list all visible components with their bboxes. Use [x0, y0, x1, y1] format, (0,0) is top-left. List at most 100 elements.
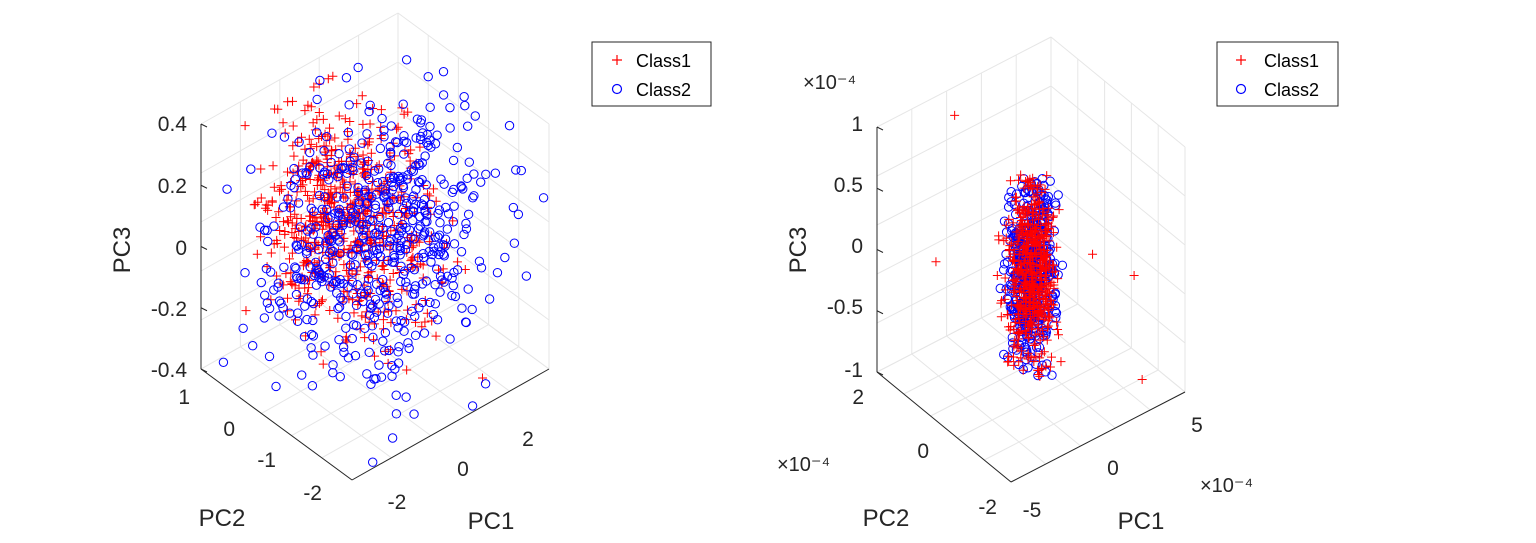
class2-point [449, 201, 459, 211]
right-x-exponent: ×10⁻⁴ [1200, 475, 1253, 497]
class1-point [399, 109, 409, 119]
right-z-tick-label: 0 [851, 235, 863, 258]
class2-point [290, 174, 301, 184]
class1-point [342, 287, 352, 297]
class2-point [462, 121, 473, 131]
class1-point [287, 228, 297, 238]
class2-point [312, 94, 322, 105]
class2-point [430, 139, 441, 149]
class2-point [452, 142, 463, 153]
class2-point [371, 189, 382, 199]
left-y-tick-labels: 1 0 -1 -2 [178, 386, 322, 505]
class1-point [364, 200, 374, 210]
class2-point [394, 230, 404, 241]
class2-point [399, 149, 409, 159]
class2-point [353, 205, 363, 215]
class1-point [1052, 242, 1062, 252]
right-legend-class2-marker [1235, 83, 1247, 95]
grid-line [930, 325, 1105, 417]
left-y-tick-label: 0 [223, 418, 235, 441]
class2-point [307, 381, 318, 391]
class1-point [1050, 266, 1060, 276]
class2-point [373, 230, 384, 240]
class2-point [406, 165, 417, 175]
class2-point [412, 114, 423, 124]
class2-point [377, 113, 387, 124]
class2-point [513, 209, 524, 220]
class2-point [315, 163, 325, 173]
class1-point [1033, 324, 1043, 334]
class2-point [360, 185, 370, 195]
class2-point [343, 127, 354, 138]
right-x-tick-label: 5 [1191, 414, 1203, 437]
class2-point [409, 409, 419, 419]
class1-point [1045, 312, 1055, 322]
y-axis-line [876, 371, 1012, 483]
left-y-tick-label: 1 [178, 386, 190, 409]
class1-point [1017, 264, 1027, 274]
class1-point [1039, 315, 1049, 325]
class2-point [350, 350, 361, 361]
class2-point [435, 287, 445, 297]
class1-point [1036, 250, 1046, 260]
class2-point [295, 273, 305, 283]
class2-point [351, 320, 362, 331]
class1-point [1036, 267, 1046, 277]
class1-point [1045, 362, 1055, 372]
left-x-tick-labels: 2 0 -2 [388, 428, 534, 514]
class1-point [1041, 294, 1051, 304]
grid-line [1050, 183, 1186, 295]
class2-point [328, 360, 338, 370]
class1-point [1037, 281, 1047, 291]
class2-point [393, 171, 404, 182]
class1-point [1029, 357, 1039, 367]
class1-point [1047, 277, 1057, 287]
class1-point [1035, 227, 1045, 237]
class1-point [1018, 365, 1028, 375]
class1-point [1008, 276, 1018, 286]
class1-point [1025, 221, 1035, 231]
class2-point [351, 300, 362, 311]
class1-point [280, 229, 290, 239]
class1-point [392, 225, 402, 235]
class2-point [345, 218, 355, 229]
class1-point [241, 306, 251, 316]
class1-point [1029, 269, 1039, 279]
right-legend-box [1216, 41, 1339, 107]
class2-point [430, 232, 440, 242]
class2-point [358, 230, 368, 241]
class1-point [422, 189, 432, 199]
class2-point [271, 381, 281, 392]
class2-point [438, 90, 449, 100]
class2-point [308, 331, 319, 341]
class1-point [1048, 228, 1058, 238]
class2-point [429, 246, 439, 257]
class1-point [1044, 223, 1054, 233]
class1-point [303, 100, 313, 110]
class1-point [403, 107, 413, 117]
grid-line [318, 301, 471, 414]
class1-point [1030, 237, 1040, 247]
class1-point [1029, 341, 1039, 351]
class2-point [374, 360, 384, 370]
class1-point [278, 217, 288, 227]
class2-point [378, 283, 389, 293]
class2-point [422, 210, 432, 220]
grid-line [1050, 232, 1186, 344]
class1-point [386, 239, 396, 249]
class2-point [386, 121, 396, 131]
class2-point [346, 249, 356, 259]
class1-point [1040, 251, 1050, 261]
class2-point [415, 160, 425, 170]
class2-point [409, 289, 420, 299]
left-legend: Class1 Class2 [591, 41, 712, 107]
class1-point [1026, 181, 1036, 191]
class2-point [370, 294, 381, 305]
class2-point [350, 210, 361, 220]
class2-point [417, 279, 428, 289]
class1-point [348, 295, 358, 305]
class1-point [298, 155, 308, 165]
class2-point [320, 341, 330, 351]
class2-point [286, 180, 296, 191]
class2-point [308, 298, 319, 309]
